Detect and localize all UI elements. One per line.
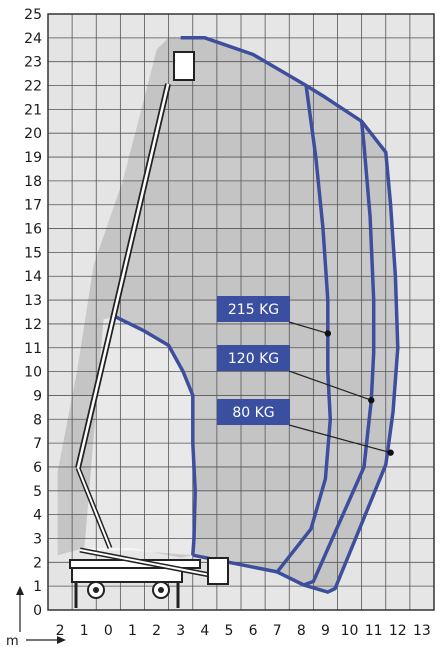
reach-curve (180, 36, 400, 594)
capacity-label: 120 KG (228, 351, 279, 367)
x-tick-label: 2 (152, 623, 161, 639)
y-tick-label: 21 (24, 102, 42, 118)
capacity-label: 80 KG (232, 405, 274, 421)
x-tick-label: 1 (80, 623, 89, 639)
ground-basket (207, 557, 229, 585)
x-tick-label: 9 (321, 623, 330, 639)
y-tick-label: 1 (33, 579, 42, 595)
y-tick-label: 14 (24, 269, 42, 285)
y-tick-label: 22 (24, 79, 42, 95)
plot-frame (47, 13, 435, 611)
x-tick-label: 8 (297, 623, 306, 639)
x-tick-label: 1 (128, 623, 137, 639)
x-tick-label: 5 (224, 623, 233, 639)
x-tick-label: 2 (56, 623, 65, 639)
x-tick-label: 7 (273, 623, 282, 639)
lower-boom-inner (79, 549, 211, 576)
reach-curve (192, 85, 333, 574)
boom-lift-drawing (69, 51, 229, 608)
reach-envelope-curves (114, 36, 400, 594)
capacity-markers: 215 KG 120 KG 80 KG (217, 296, 394, 456)
capacity-point (387, 449, 394, 456)
horizontal-arrow-head (57, 636, 66, 644)
y-tick-label: 25 (24, 7, 42, 23)
y-tick-label: 10 (24, 365, 42, 381)
y-tick-label: 6 (33, 460, 42, 476)
x-tick-label: 0 (104, 623, 113, 639)
y-tick-label: 15 (24, 245, 42, 261)
y-tick-label: 4 (33, 508, 42, 524)
x-tick-label: 3 (176, 623, 185, 639)
x-unit-label: m (6, 634, 19, 647)
y-tick-label: 23 (24, 55, 42, 71)
inner-reach-shade (84, 316, 196, 556)
y-tick-label: 24 (24, 31, 42, 47)
capacity-label: 215 KG (228, 302, 279, 318)
tick-labels: 0123456789101112131415161718192021222324… (24, 7, 431, 639)
capacity-point (324, 330, 332, 337)
y-tick-label: 19 (24, 150, 42, 166)
x-tick-label: 10 (341, 623, 359, 639)
capacity-leader-line (288, 321, 329, 335)
main-boom-inner (76, 83, 170, 469)
capacity-point (368, 397, 375, 404)
capacity-label-box (217, 296, 290, 322)
truck-chassis (71, 567, 183, 583)
y-tick-label: 18 (24, 174, 42, 190)
y-tick-label: 5 (33, 484, 42, 500)
capacity-leader-line (288, 424, 391, 454)
x-tick-label: 13 (413, 623, 431, 639)
y-tick-label: 3 (33, 531, 42, 547)
capacity-label-box (217, 345, 290, 371)
y-tick-label: 7 (33, 436, 42, 452)
y-tick-label: 16 (24, 222, 42, 238)
x-tick-label: 6 (249, 623, 258, 639)
x-tick-label: 4 (200, 623, 209, 639)
y-tick-label: 8 (33, 412, 42, 428)
top-basket (173, 51, 195, 81)
x-tick-label: 12 (389, 623, 407, 639)
y-tick-label: 9 (33, 388, 42, 404)
y-tick-label: 0 (33, 603, 42, 619)
x-tick-label: 11 (365, 623, 383, 639)
vertical-arrow-head (16, 586, 24, 595)
axis-unit-indicator: m (6, 586, 66, 647)
y-tick-label: 2 (33, 555, 42, 571)
capacity-leader-line (288, 370, 372, 401)
reach-curve (276, 121, 376, 587)
y-tick-label: 11 (24, 341, 42, 357)
knuckle-arm-inner (77, 467, 111, 549)
inner-reach-curve (114, 315, 197, 556)
y-tick-label: 17 (24, 198, 42, 214)
rear-wheel-hub (158, 587, 164, 593)
capacity-label-box (217, 399, 290, 425)
axes (47, 13, 435, 611)
front-wheel-hub (93, 587, 99, 593)
y-tick-label: 13 (24, 293, 42, 309)
y-tick-label: 12 (24, 317, 42, 333)
y-tick-label: 20 (24, 126, 42, 142)
